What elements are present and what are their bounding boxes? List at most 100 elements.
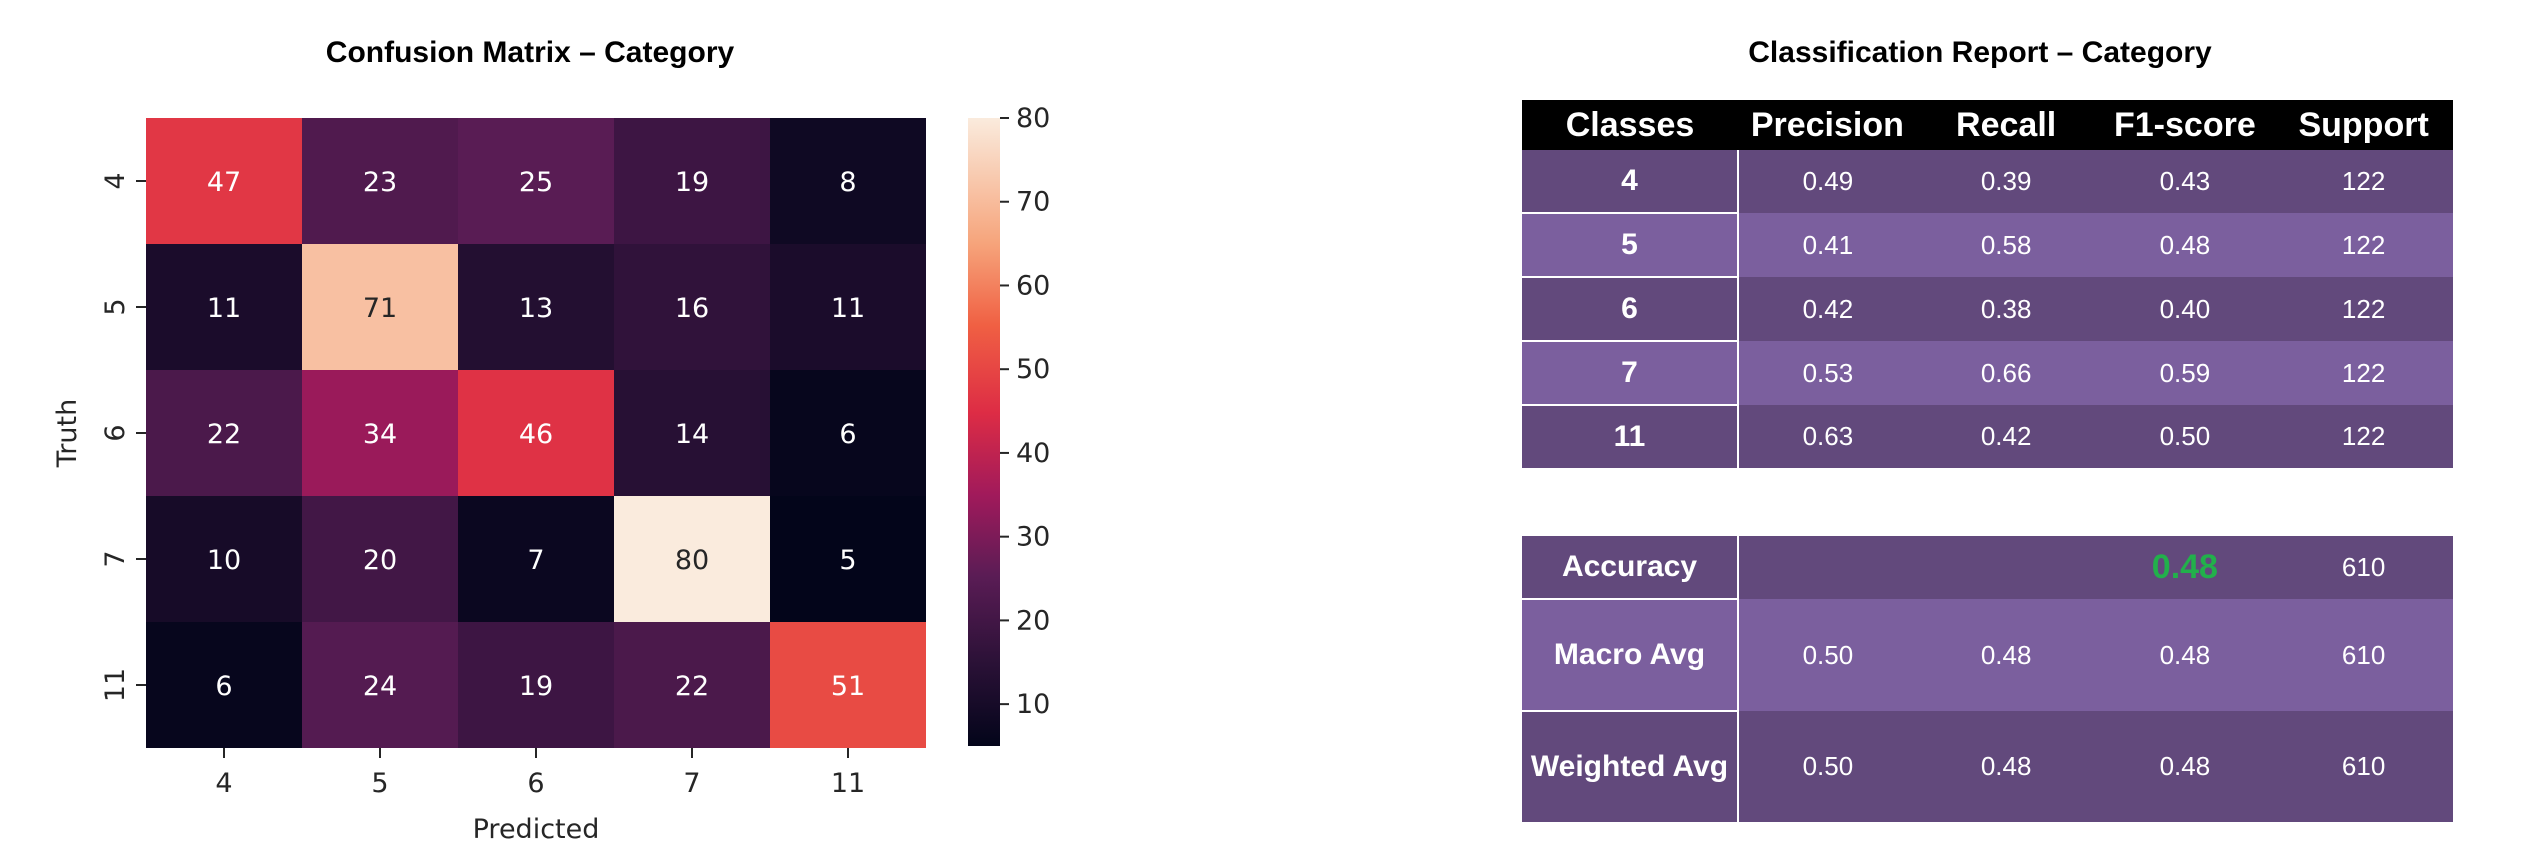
colorbar-tick-label: 20 xyxy=(1016,605,1050,636)
cell-value-label: 80 xyxy=(675,545,709,576)
recall-cell: 0.48 xyxy=(1916,711,2096,822)
header-f1: F1-score xyxy=(2095,100,2275,150)
macro-avg-row: Macro Avg 0.50 0.48 0.48 610 xyxy=(1522,599,2453,712)
colorbar-tick-label: 70 xyxy=(1016,187,1050,218)
heatmap-cell xyxy=(458,370,614,496)
cell-value-label: 14 xyxy=(675,419,709,450)
table-row: 11 0.63 0.42 0.50 122 xyxy=(1522,405,2453,468)
cell-value-label: 7 xyxy=(527,545,544,576)
table-row: 4 0.49 0.39 0.43 122 xyxy=(1522,150,2453,214)
heatmap-cell xyxy=(458,622,614,748)
support-cell: 610 xyxy=(2274,711,2453,822)
heatmap-cell xyxy=(770,244,926,370)
f1-cell: 0.43 xyxy=(2095,150,2275,213)
support-cell: 122 xyxy=(2274,405,2453,468)
confusion-matrix-title: Confusion Matrix – Category xyxy=(325,36,735,69)
f1-cell: 0.50 xyxy=(2095,405,2275,468)
x-tick-label: 6 xyxy=(527,768,544,799)
heatmap-cell xyxy=(614,244,770,370)
recall-cell: 0.66 xyxy=(1916,341,2096,405)
heatmap-cell xyxy=(770,118,926,244)
cell-value-label: 19 xyxy=(675,167,709,198)
heatmap-cell xyxy=(458,244,614,370)
colorbar-tick-label: 80 xyxy=(1016,103,1050,134)
recall-cell: 0.48 xyxy=(1916,599,2096,711)
heatmap-cell xyxy=(302,622,458,748)
precision-cell: 0.53 xyxy=(1738,341,1917,405)
header-recall: Recall xyxy=(1916,100,2096,150)
macro-avg-label: Macro Avg xyxy=(1522,599,1739,712)
heatmap-cell xyxy=(146,244,302,370)
header-support: Support xyxy=(2274,100,2453,150)
header-precision: Precision xyxy=(1738,100,1917,150)
precision-cell: 0.49 xyxy=(1738,150,1917,213)
heatmap-cell xyxy=(458,118,614,244)
colorbar xyxy=(968,118,1000,746)
cell-value-label: 22 xyxy=(675,671,709,702)
y-tick-label: 7 xyxy=(100,550,131,567)
table-row: 7 0.53 0.66 0.59 122 xyxy=(1522,341,2453,406)
support-cell: 610 xyxy=(2274,536,2453,599)
cell-value-label: 10 xyxy=(207,545,241,576)
recall-cell: 0.58 xyxy=(1916,213,2096,277)
y-tick-label: 11 xyxy=(100,668,131,702)
cell-value-label: 47 xyxy=(207,167,241,198)
f1-cell: 0.59 xyxy=(2095,341,2275,405)
class-label: 4 xyxy=(1522,150,1739,214)
accuracy-row: Accuracy 0.48 610 xyxy=(1522,536,2453,600)
cell-value-label: 5 xyxy=(839,545,856,576)
colorbar-tick-label: 50 xyxy=(1016,354,1050,385)
y-tick-label: 4 xyxy=(100,172,131,189)
heatmap-cell xyxy=(146,496,302,622)
heatmap-cell xyxy=(302,244,458,370)
cell-value-label: 6 xyxy=(839,419,856,450)
precision-cell: 0.42 xyxy=(1738,277,1917,341)
colorbar-tick-label: 60 xyxy=(1016,270,1050,301)
empty-cell xyxy=(1738,536,1917,599)
cell-value-label: 6 xyxy=(215,671,232,702)
support-cell: 610 xyxy=(2274,599,2453,711)
support-cell: 122 xyxy=(2274,277,2453,341)
cell-value-label: 11 xyxy=(831,293,865,324)
cell-value-label: 16 xyxy=(675,293,709,324)
recall-cell: 0.39 xyxy=(1916,150,2096,213)
class-label: 6 xyxy=(1522,277,1739,342)
summary-table: Accuracy 0.48 610 Macro Avg 0.50 0.48 0.… xyxy=(1522,536,2454,822)
f1-cell: 0.48 xyxy=(2095,599,2275,711)
class-label: 11 xyxy=(1522,405,1739,468)
class-label: 7 xyxy=(1522,341,1739,406)
empty-cell xyxy=(1916,536,2096,599)
heatmap-cell xyxy=(458,496,614,622)
cell-value-label: 20 xyxy=(363,545,397,576)
recall-cell: 0.42 xyxy=(1916,405,2096,468)
heatmap-cell xyxy=(302,496,458,622)
support-cell: 122 xyxy=(2274,150,2453,213)
cell-value-label: 46 xyxy=(519,419,553,450)
cell-value-label: 71 xyxy=(363,293,397,324)
heatmap-cell xyxy=(146,370,302,496)
heatmap-cell xyxy=(614,496,770,622)
x-tick-label: 4 xyxy=(215,768,232,799)
weighted-avg-label: Weighted Avg xyxy=(1522,711,1739,822)
cell-value-label: 11 xyxy=(207,293,241,324)
heatmap-cell xyxy=(302,370,458,496)
y-axis-label: Truth xyxy=(52,399,83,468)
heatmap-cell xyxy=(614,622,770,748)
colorbar-tick-label: 30 xyxy=(1016,522,1050,553)
cell-value-label: 24 xyxy=(363,671,397,702)
table-row: 5 0.41 0.58 0.48 122 xyxy=(1522,213,2453,278)
recall-cell: 0.38 xyxy=(1916,277,2096,341)
colorbar-tick-label: 40 xyxy=(1016,438,1050,469)
heatmap-cell xyxy=(614,370,770,496)
f1-cell: 0.48 xyxy=(2095,711,2275,822)
heatmap-cell xyxy=(770,370,926,496)
heatmap-cell xyxy=(614,118,770,244)
weighted-avg-row: Weighted Avg 0.50 0.48 0.48 610 xyxy=(1522,711,2453,822)
accuracy-value: 0.48 xyxy=(2095,536,2275,599)
y-tick-label: 5 xyxy=(100,298,131,315)
cell-value-label: 8 xyxy=(839,167,856,198)
heatmap-cell xyxy=(146,118,302,244)
x-tick-label: 11 xyxy=(831,768,865,799)
x-tick-label: 5 xyxy=(371,768,388,799)
